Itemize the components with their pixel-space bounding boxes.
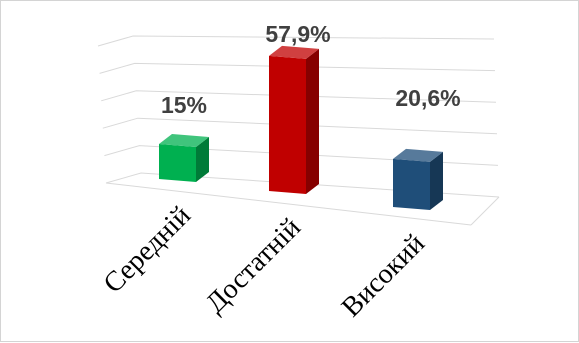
bar-top bbox=[393, 148, 443, 162]
category-label: Середній bbox=[98, 200, 197, 299]
gridline bbox=[104, 145, 499, 166]
bar-top bbox=[269, 45, 319, 59]
category-label: Високий bbox=[336, 228, 431, 323]
bars bbox=[159, 45, 443, 210]
floor-edge bbox=[470, 196, 500, 226]
bar-front bbox=[159, 144, 196, 182]
data-label: 57,9% bbox=[265, 21, 330, 47]
data-labels: 15% 57,9% 20,6% bbox=[161, 21, 461, 118]
gridline bbox=[102, 117, 498, 135]
bar-front bbox=[269, 55, 306, 195]
bar bbox=[159, 134, 209, 182]
bar bbox=[269, 45, 319, 195]
bar-side bbox=[196, 137, 209, 182]
gridline bbox=[99, 62, 496, 74]
gridlines bbox=[97, 35, 500, 226]
category-labels: Середній Достатній Високий bbox=[98, 200, 431, 323]
gridline bbox=[101, 90, 497, 103]
bar-top bbox=[159, 134, 209, 147]
bar-side bbox=[430, 151, 443, 210]
gridline bbox=[97, 35, 495, 47]
floor-edge bbox=[105, 182, 472, 226]
bar bbox=[393, 148, 443, 210]
bar-front bbox=[393, 158, 430, 210]
gridline bbox=[105, 172, 500, 198]
category-label: Достатній bbox=[200, 212, 307, 319]
data-label: 15% bbox=[161, 92, 207, 118]
bar-side bbox=[306, 48, 319, 195]
data-label: 20,6% bbox=[395, 85, 460, 111]
